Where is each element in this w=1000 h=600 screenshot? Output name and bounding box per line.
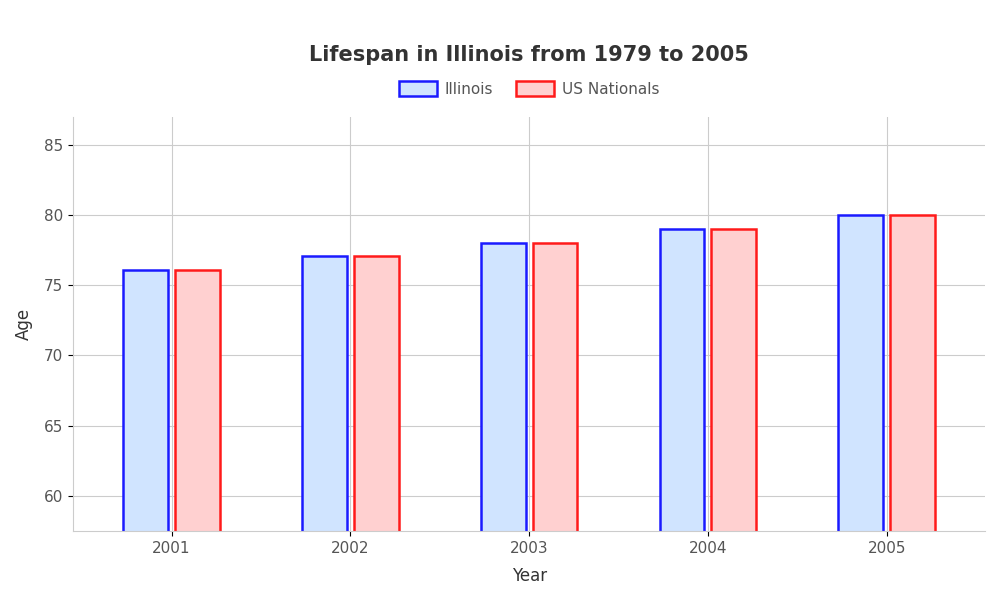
Bar [175, 270, 220, 600]
Bar [354, 256, 399, 600]
Bar [660, 229, 704, 600]
Legend: Illinois, US Nationals: Illinois, US Nationals [393, 74, 666, 103]
Bar [123, 270, 168, 600]
Title: Lifespan in Illinois from 1979 to 2005: Lifespan in Illinois from 1979 to 2005 [309, 45, 749, 65]
Bar [533, 243, 577, 600]
Bar [302, 256, 347, 600]
Y-axis label: Age: Age [15, 308, 33, 340]
Bar [838, 215, 883, 600]
Bar [711, 229, 756, 600]
Bar [890, 215, 935, 600]
X-axis label: Year: Year [512, 567, 547, 585]
Bar [481, 243, 526, 600]
